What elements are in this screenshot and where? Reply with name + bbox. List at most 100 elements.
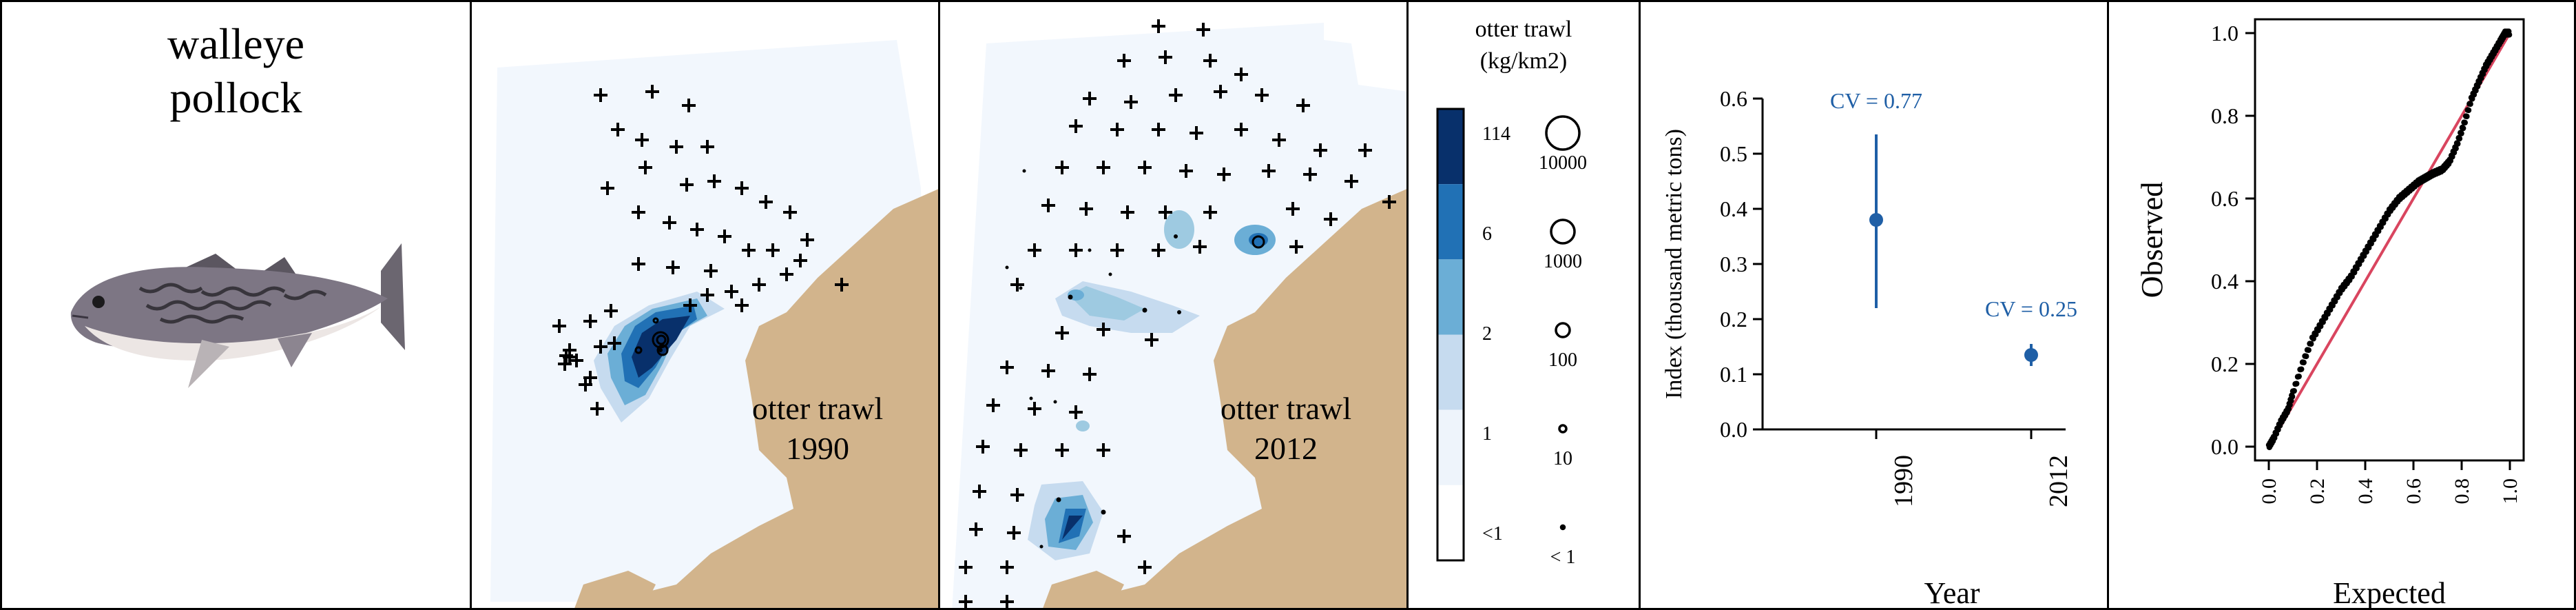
- station-cross: [1069, 405, 1083, 419]
- station-cross: [1344, 174, 1358, 188]
- y-tick-label: 1.0: [2211, 21, 2239, 45]
- station-cross: [1083, 367, 1097, 381]
- station-cross: [1083, 92, 1097, 105]
- plot-frame: [2254, 18, 2525, 462]
- qq-point: [2455, 141, 2461, 147]
- station-cross: [1152, 243, 1165, 257]
- station-cross: [1055, 326, 1069, 340]
- station-cross: [1289, 240, 1303, 254]
- index-point: [2024, 348, 2038, 362]
- catch-bubble: [1251, 235, 1265, 249]
- qq-point: [2289, 394, 2296, 400]
- colorbar-segment: [1437, 409, 1464, 485]
- y-tick-label: 0.2: [1720, 307, 1747, 332]
- station-cross: [601, 181, 614, 195]
- map-year-label: 1990: [786, 431, 849, 466]
- station-cross: [1203, 54, 1217, 68]
- cv-annotation: CV = 0.25: [1985, 296, 2077, 321]
- bubble-legend-label: 100: [1548, 349, 1577, 371]
- catch-bubble: [1101, 509, 1106, 515]
- station-cross: [1303, 167, 1317, 181]
- catch-bubble: [1029, 396, 1033, 400]
- station-cross: [1041, 364, 1055, 378]
- station-cross: [735, 298, 749, 312]
- map-panel-2012: otter trawl 2012: [938, 0, 1409, 610]
- qq-point: [2464, 113, 2470, 120]
- catch-bubble: [656, 334, 667, 345]
- station-cross: [1097, 161, 1110, 174]
- catch-bubble: [652, 317, 659, 324]
- station-cross: [1179, 164, 1193, 178]
- station-cross: [1121, 205, 1134, 219]
- y-tick-label: 0.0: [1720, 417, 1747, 442]
- station-cross: [1069, 119, 1083, 133]
- zero-catch-stations: [959, 19, 1396, 608]
- colorbar-segment: [1437, 259, 1464, 335]
- qq-point: [2453, 145, 2459, 152]
- bubble-legend-label: 10000: [1539, 152, 1587, 174]
- x-tick-label: 0.2: [2306, 478, 2329, 505]
- bubble-legend-symbol: [1559, 524, 1566, 531]
- colorbar-outline: [1436, 108, 1465, 562]
- station-cross: [1358, 143, 1372, 157]
- qq-point: [2467, 101, 2473, 108]
- bubble-legend-symbol: [1558, 424, 1568, 434]
- station-cross: [594, 88, 607, 102]
- station-cross: [552, 319, 566, 333]
- qq-point: [2300, 359, 2307, 366]
- station-cross: [611, 123, 625, 136]
- colorbar-label: 6: [1482, 223, 1492, 245]
- station-cross: [1169, 88, 1183, 102]
- bubble-legend-label: < 1: [1550, 547, 1576, 568]
- land-mass: [1056, 189, 1406, 608]
- index-chart-panel: 0.0 0.1 0.2 0.3 0.4 0.5 0.6 1990 CV = 0.77 2012 CV…: [1639, 0, 2109, 610]
- catch-bubble: [1174, 234, 1178, 238]
- qq-point: [2305, 347, 2312, 354]
- bubble-legend-symbol: [1545, 115, 1581, 151]
- station-cross: [752, 278, 766, 292]
- station-cross: [1055, 161, 1069, 174]
- station-cross: [700, 140, 714, 154]
- colorbar-label: 114: [1482, 123, 1510, 145]
- fish-illustration: [70, 243, 405, 388]
- station-cross: [1007, 526, 1021, 540]
- station-cross: [1159, 50, 1172, 64]
- qq-point: [2458, 130, 2464, 136]
- station-cross: [725, 285, 738, 298]
- station-cross: [1028, 402, 1041, 416]
- station-cross: [645, 85, 659, 99]
- station-cross: [1159, 205, 1172, 219]
- station-cross: [959, 560, 973, 574]
- station-cross: [1110, 123, 1124, 136]
- station-cross: [1000, 595, 1014, 608]
- catch-bubble: [658, 348, 663, 352]
- bubble-legend-label: 1000: [1544, 251, 1582, 272]
- station-cross: [1152, 19, 1165, 33]
- colorbar-label: 2: [1482, 323, 1492, 345]
- station-cross: [563, 350, 577, 364]
- x-tick-label: 0.4: [2354, 478, 2377, 505]
- qq-point: [2296, 373, 2302, 380]
- qq-point: [2298, 366, 2305, 372]
- station-cross: [766, 243, 780, 257]
- qq-point: [2308, 340, 2314, 347]
- station-cross: [759, 195, 773, 209]
- station-cross: [594, 340, 607, 354]
- y-tick-label: 0.1: [1720, 362, 1747, 387]
- legend-units: (kg/km2): [1480, 48, 1568, 74]
- station-cross: [1152, 123, 1165, 136]
- species-name-line2: pollock: [169, 73, 302, 122]
- station-cross: [959, 595, 973, 608]
- station-cross: [669, 140, 683, 154]
- station-cross: [1000, 560, 1014, 574]
- qq-point: [2462, 119, 2469, 126]
- bubble-legend-symbol: [1550, 218, 1576, 245]
- station-cross: [1028, 243, 1041, 257]
- x-tick-label: 0.6: [2402, 478, 2425, 505]
- y-axis-title: Observed: [2135, 182, 2169, 298]
- qq-point: [2506, 32, 2513, 38]
- station-cross: [783, 205, 797, 219]
- x-tick-label: 1.0: [2499, 478, 2522, 505]
- y-tick-label: 0.3: [1720, 252, 1747, 276]
